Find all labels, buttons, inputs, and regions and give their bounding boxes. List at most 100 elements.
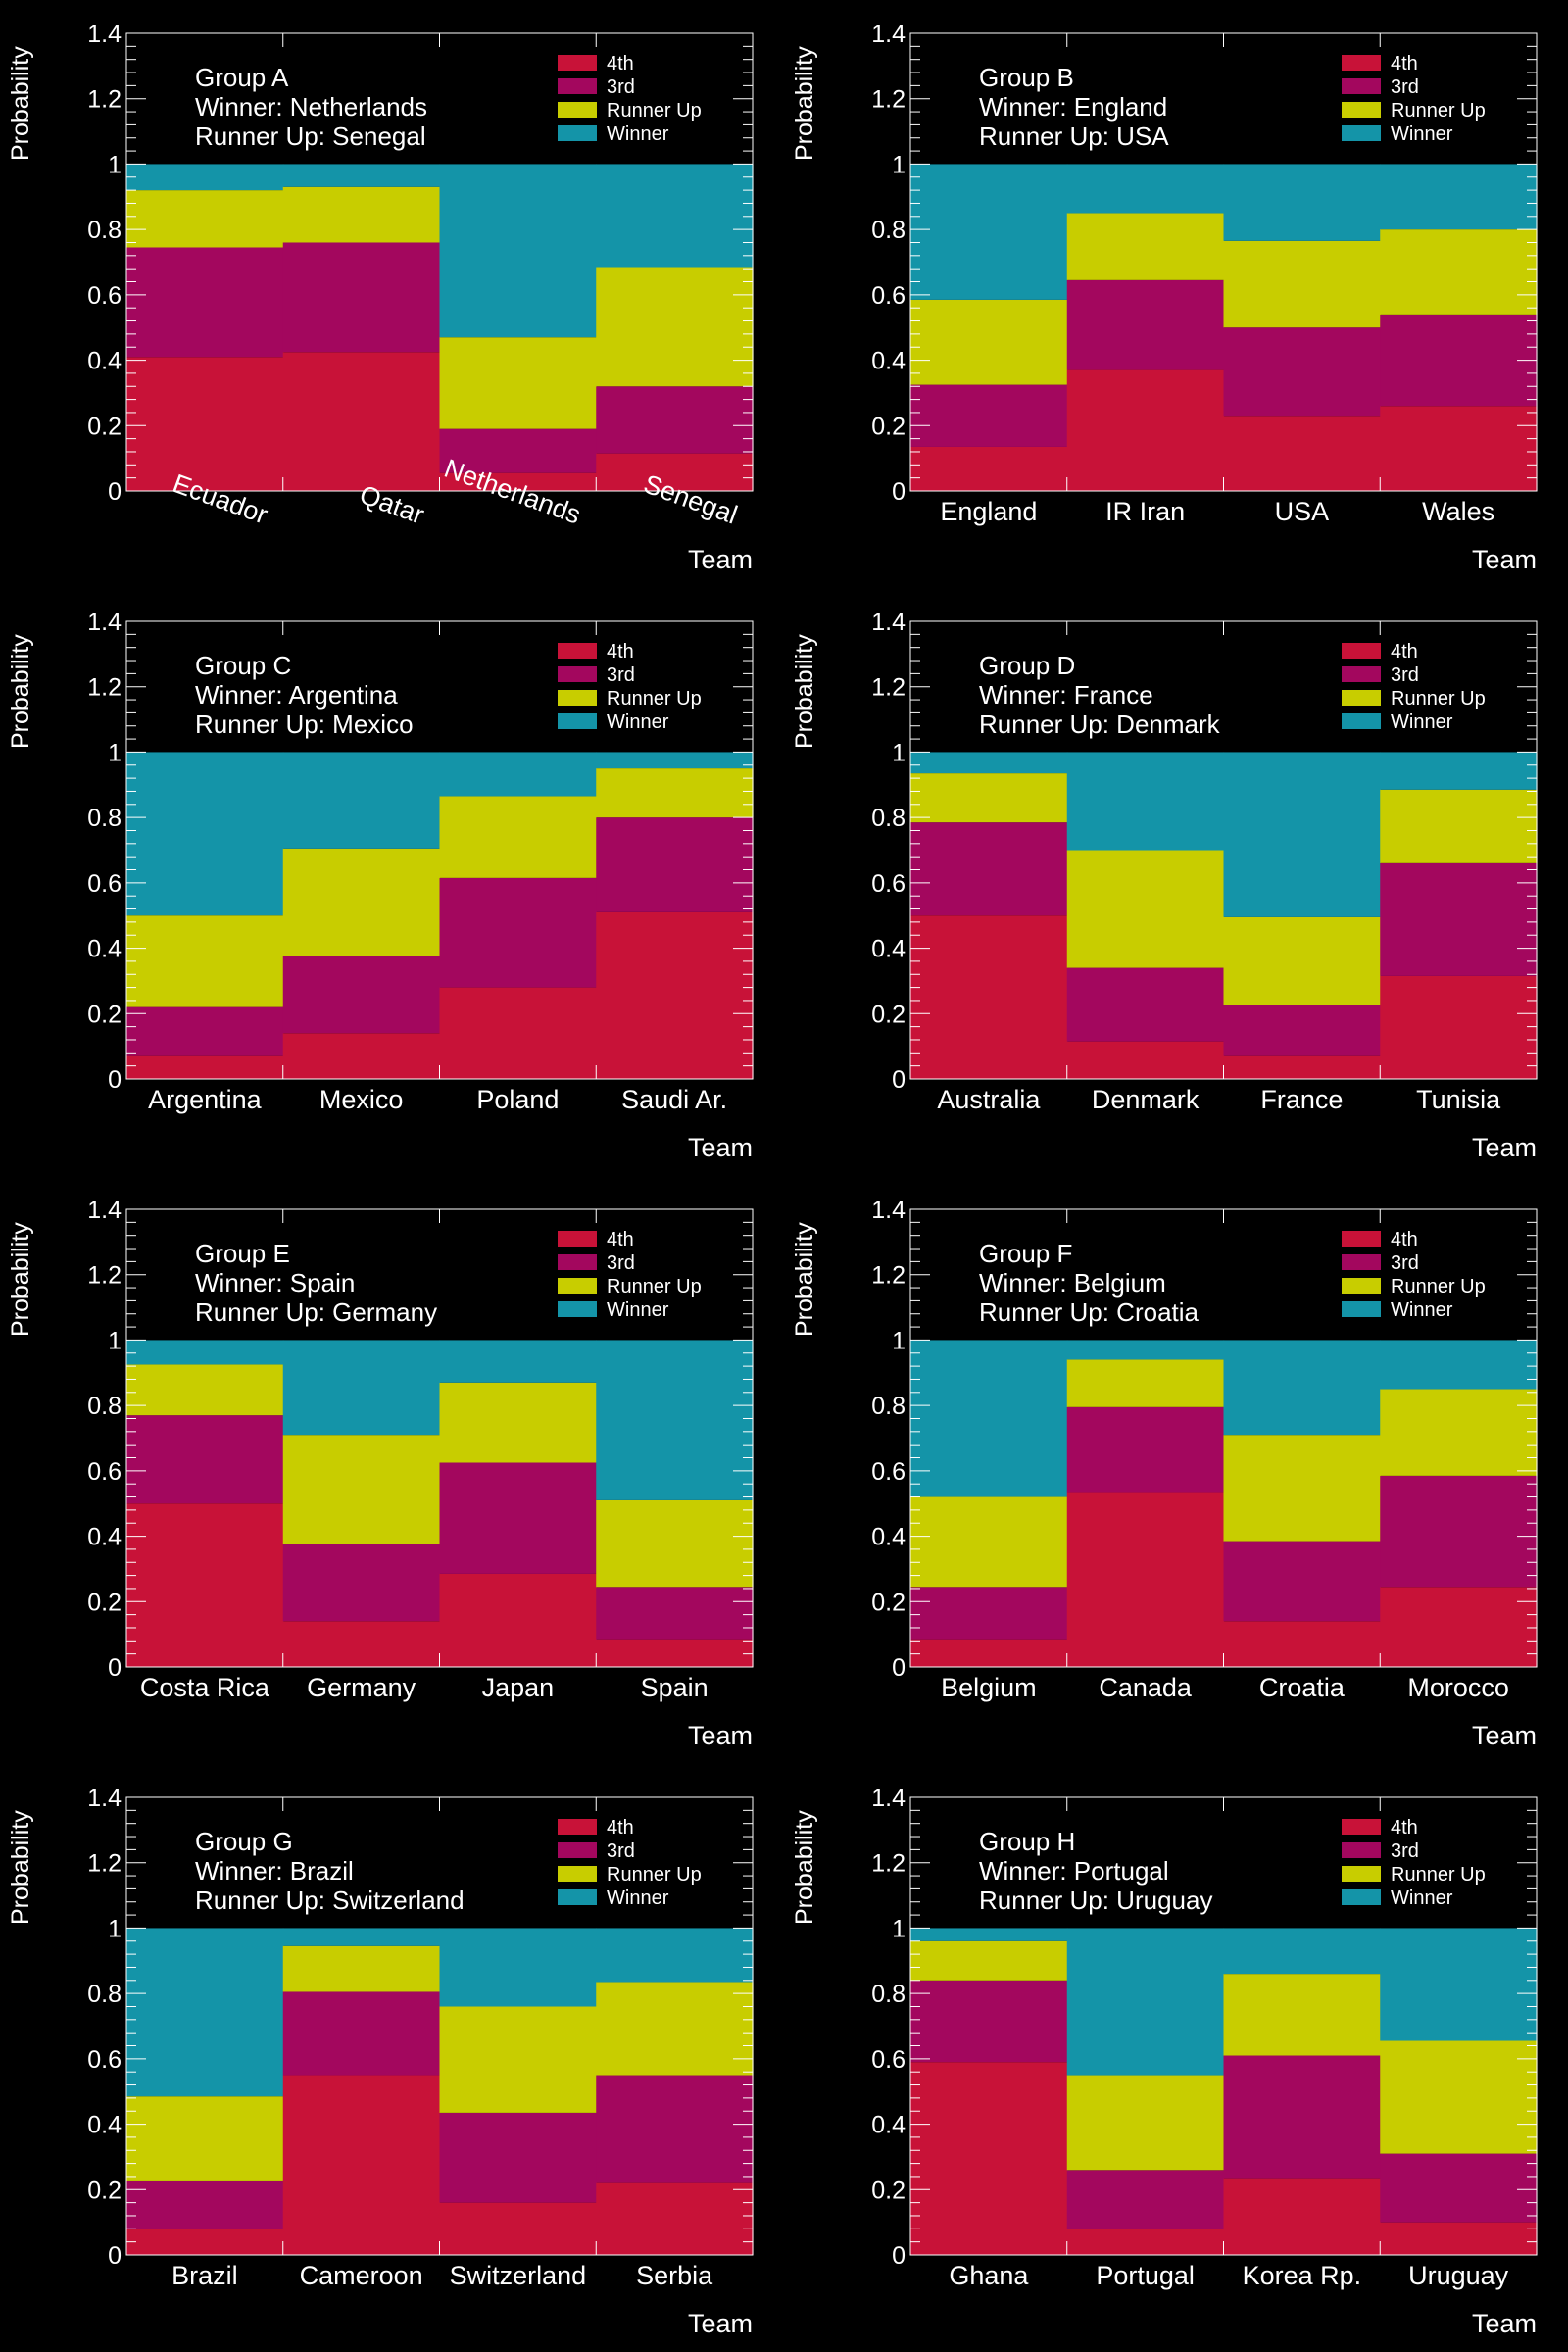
legend-label-3rd: 3rd (1391, 1252, 1419, 1274)
bar-france-runner-up (1223, 916, 1381, 1005)
bar-ir-iran-4th (1066, 369, 1225, 491)
x-tick-label: Morocco (1407, 1673, 1509, 1702)
bar-serbia-3rd (596, 2075, 754, 2183)
bar-korea-rp-winner (1223, 1928, 1381, 1975)
legend-swatch-winner (558, 1889, 597, 1905)
legend-swatch-3rd (558, 1842, 597, 1858)
group-title-line: Runner Up: Senegal (195, 122, 426, 151)
bar-morocco-runner-up (1380, 1389, 1538, 1476)
bar-japan-4th (439, 1573, 597, 1667)
chart-group-g: 0 0.2 0.4 0.6 0.8 1 1.2 1.4 Brazil Cameroon Switze… (7, 1785, 754, 2338)
y-tick-label: 0 (892, 478, 906, 506)
legend-label-3rd: 3rd (1391, 1840, 1419, 1862)
y-axis-label: Probability (791, 46, 818, 161)
x-tick-label: Canada (1099, 1673, 1193, 1702)
chart-group-h: 0 0.2 0.4 0.6 0.8 1 1.2 1.4 Ghana Portugal Korea R… (791, 1785, 1538, 2338)
bar-argentina-winner (126, 752, 284, 916)
bar-serbia-runner-up (596, 1982, 754, 2076)
x-tick-label: Serbia (636, 2261, 713, 2290)
bar-tunisia-3rd (1380, 862, 1538, 976)
bar-ghana-3rd (910, 1980, 1068, 2063)
bar-germany-3rd (282, 1544, 441, 1622)
y-tick-label: 0.4 (871, 348, 906, 375)
legend-label-3rd: 3rd (1391, 76, 1419, 98)
legend-label-runner-up: Runner Up (1391, 1276, 1486, 1298)
bar-wales-4th (1380, 406, 1538, 491)
bar-japan-winner (439, 1340, 597, 1383)
y-tick-label: 0 (892, 1654, 906, 1682)
y-tick-label: 0.2 (87, 1589, 122, 1616)
legend-label-3rd: 3rd (607, 1252, 635, 1274)
x-axis-label: Team (1472, 1133, 1537, 1162)
bar-netherlands-runner-up (439, 337, 597, 429)
y-tick-label: 1 (108, 1327, 122, 1354)
y-tick-label: 0.6 (871, 870, 906, 898)
legend-swatch-3rd (1342, 1254, 1381, 1270)
bar-croatia-3rd (1223, 1541, 1381, 1622)
bar-spain-4th (596, 1639, 754, 1667)
y-tick-label: 1 (892, 1915, 906, 1942)
bar-saudi-ar-runner-up (596, 768, 754, 818)
bar-morocco-winner (1380, 1340, 1538, 1390)
y-tick-label: 0.2 (871, 1001, 906, 1028)
bar-senegal-3rd (596, 386, 754, 454)
x-tick-label: Poland (476, 1085, 559, 1114)
x-tick-label: Portugal (1096, 2261, 1195, 2290)
bar-mexico-4th (282, 1033, 441, 1079)
x-tick-label: Croatia (1259, 1673, 1346, 1702)
bar-japan-3rd (439, 1462, 597, 1574)
x-tick-label: France (1260, 1085, 1343, 1114)
legend-label-runner-up: Runner Up (607, 688, 702, 710)
bar-usa-3rd (1223, 327, 1381, 416)
x-axis-label: Team (688, 2309, 753, 2338)
y-tick-label: 1 (108, 151, 122, 178)
bar-usa-winner (1223, 164, 1381, 241)
legend-label-3rd: 3rd (607, 664, 635, 686)
y-tick-label: 1.2 (871, 86, 906, 114)
legend-label-winner: Winner (1391, 123, 1453, 145)
y-tick-label: 0 (108, 1066, 122, 1094)
y-tick-label: 1.4 (871, 1785, 906, 1812)
group-title-line: Winner: Argentina (195, 680, 398, 710)
group-title-line: Winner: Spain (195, 1268, 355, 1298)
y-tick-label: 0.6 (871, 282, 906, 310)
y-tick-label: 0.6 (87, 1458, 122, 1486)
group-title: Group B (979, 63, 1074, 92)
bar-ecuador-4th (126, 357, 284, 491)
x-tick-label: Denmark (1092, 1085, 1200, 1114)
legend-swatch-runner-up (558, 1866, 597, 1882)
bar-spain-winner (596, 1340, 754, 1500)
legend-label-3rd: 3rd (607, 1840, 635, 1862)
bar-saudi-ar-4th (596, 911, 754, 1079)
y-tick-label: 1 (892, 1327, 906, 1354)
bar-uruguay-runner-up (1380, 2040, 1538, 2154)
group-title-line: Winner: Belgium (979, 1268, 1166, 1298)
x-tick-label: Japan (482, 1673, 555, 1702)
legend-swatch-winner (558, 1301, 597, 1317)
legend-label-winner: Winner (1391, 711, 1453, 733)
legend-label-runner-up: Runner Up (1391, 100, 1486, 122)
bar-australia-winner (910, 752, 1068, 774)
y-tick-label: 1 (892, 739, 906, 766)
bar-australia-4th (910, 915, 1068, 1079)
x-tick-label: Cameroon (300, 2261, 423, 2290)
y-tick-label: 0.2 (87, 1001, 122, 1028)
bar-belgium-runner-up (910, 1496, 1068, 1588)
bar-canada-3rd (1066, 1406, 1225, 1493)
group-title-line: Runner Up: Denmark (979, 710, 1221, 739)
legend-label-runner-up: Runner Up (1391, 1864, 1486, 1886)
y-tick-label: 1.4 (871, 21, 906, 48)
group-title: Group G (195, 1827, 293, 1856)
bar-england-runner-up (910, 299, 1068, 385)
bar-ghana-runner-up (910, 1940, 1068, 1981)
bar-usa-runner-up (1223, 240, 1381, 328)
x-tick-label: Ghana (949, 2261, 1029, 2290)
legend-swatch-winner (558, 125, 597, 141)
bar-usa-4th (1223, 416, 1381, 491)
legend-label-winner: Winner (607, 123, 669, 145)
x-tick-label: Korea Rp. (1243, 2261, 1362, 2290)
y-tick-label: 0.4 (871, 936, 906, 963)
y-tick-label: 1.4 (87, 609, 122, 636)
legend-label-3rd: 3rd (1391, 664, 1419, 686)
